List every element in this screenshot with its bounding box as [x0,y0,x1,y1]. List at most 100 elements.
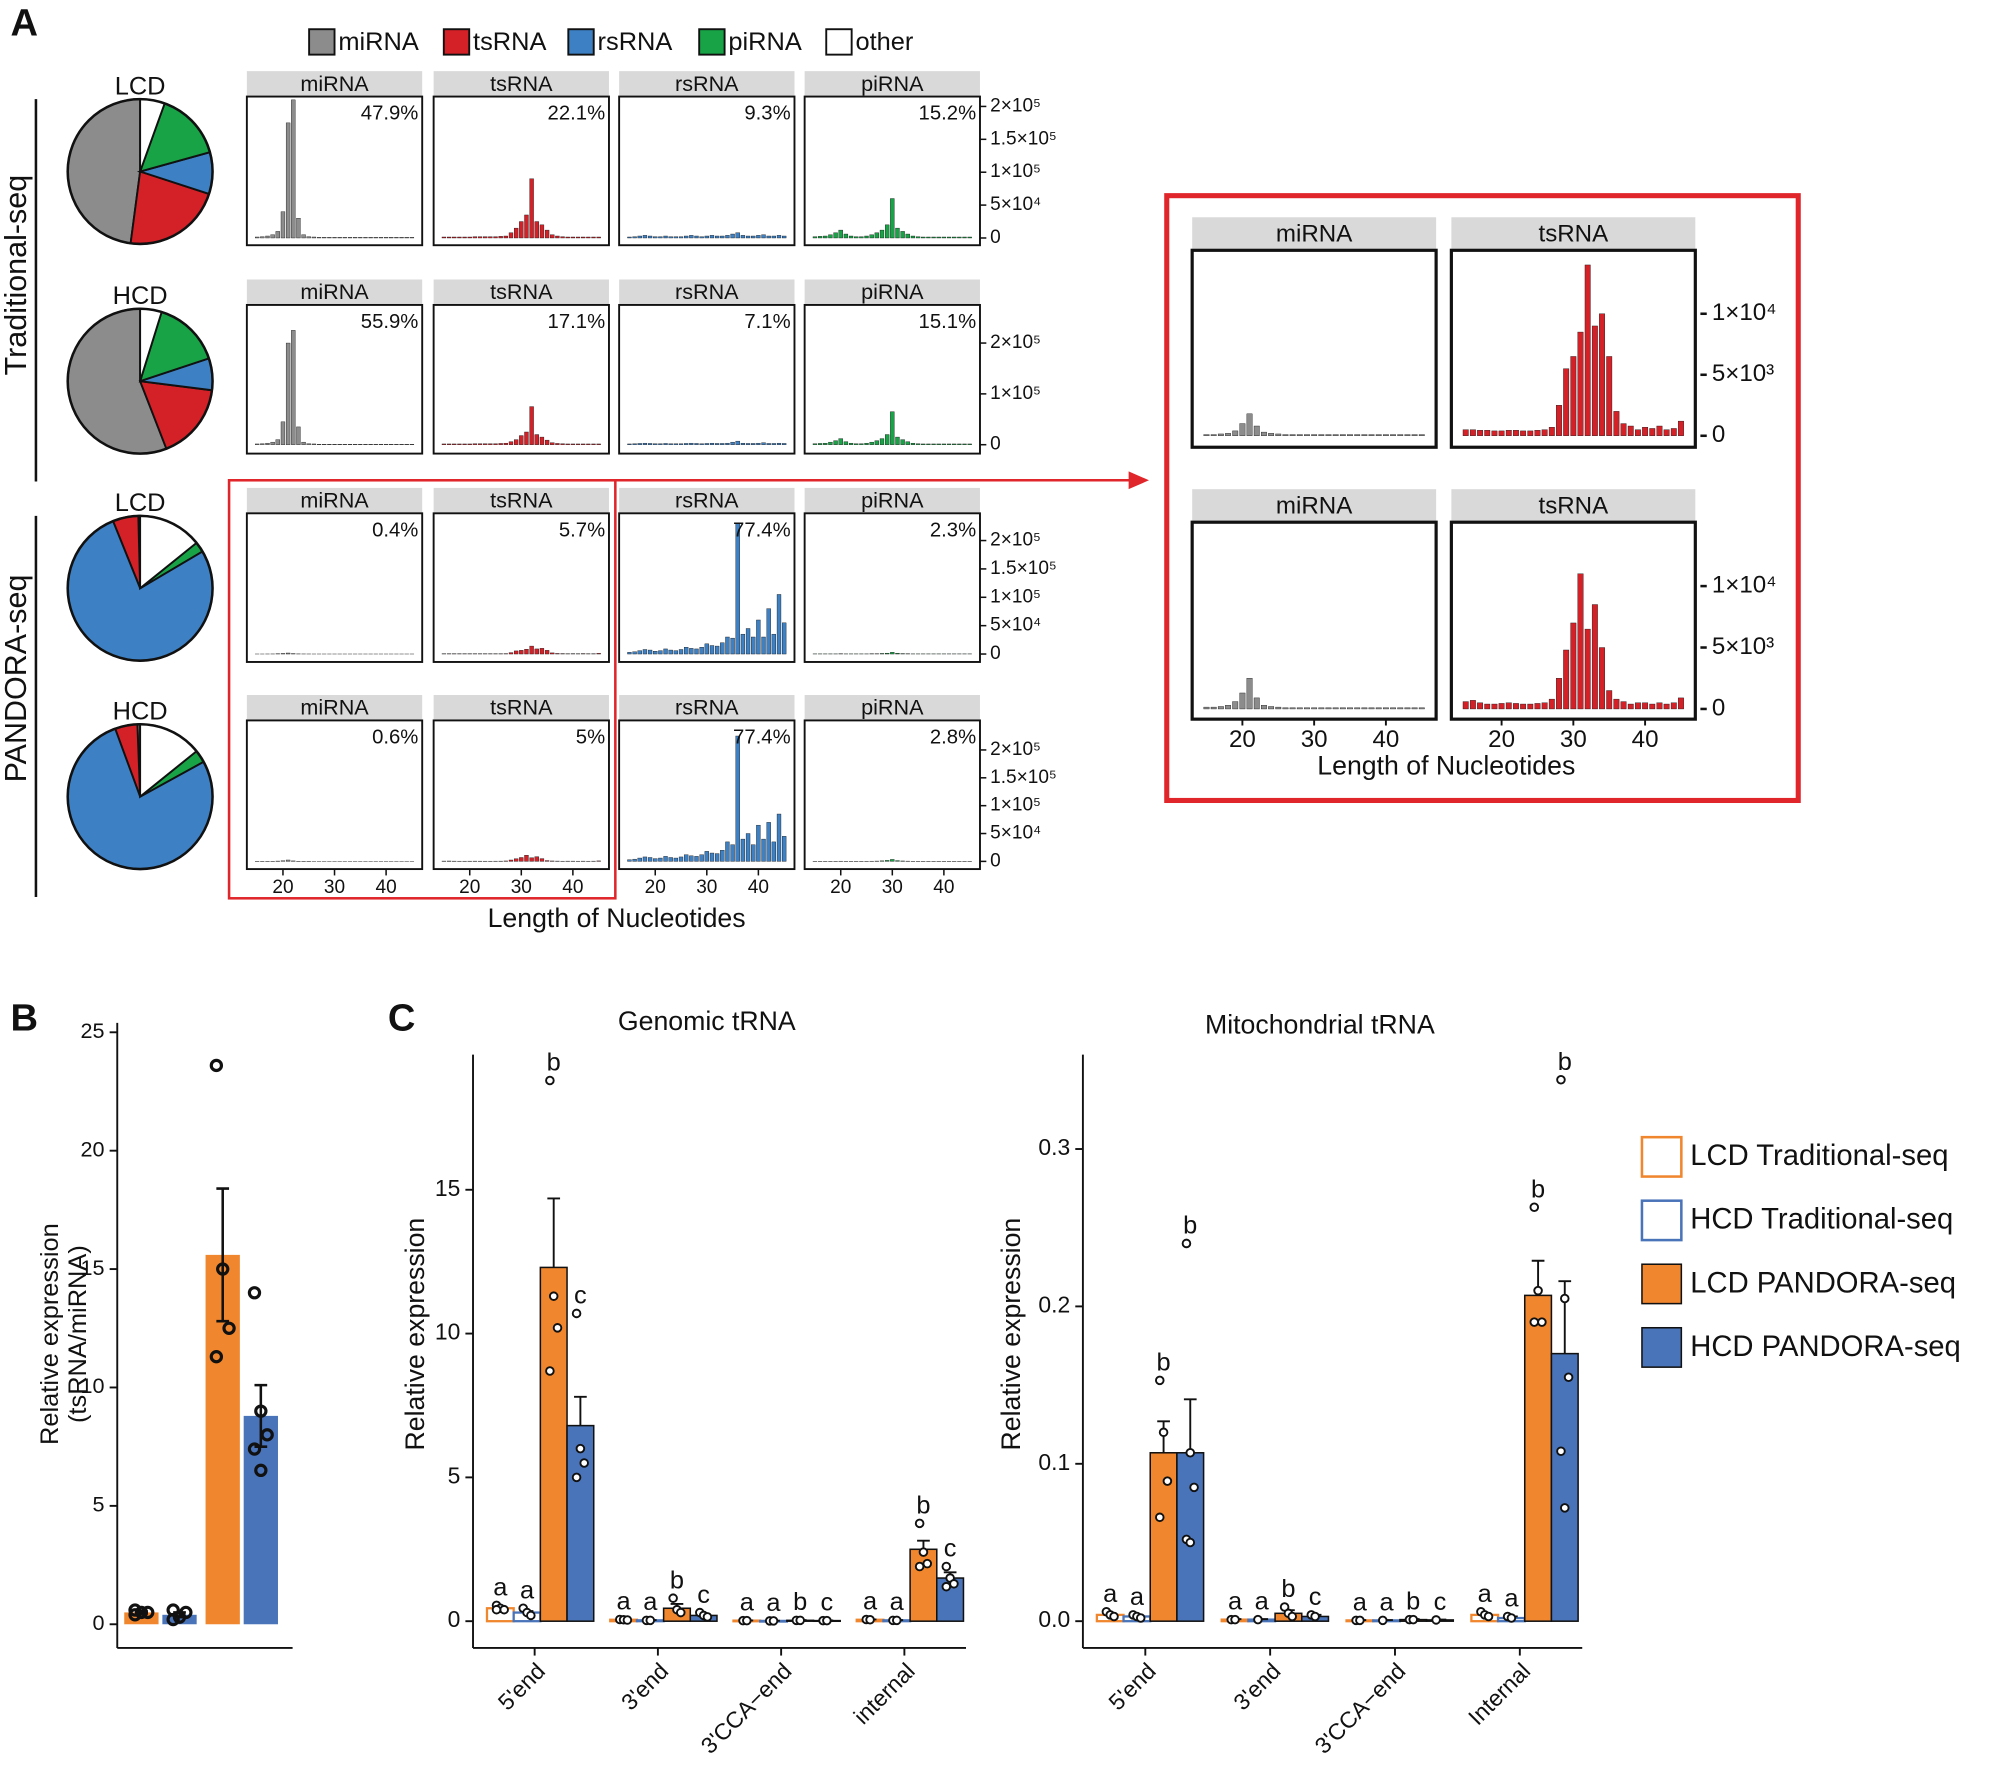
hist-bar [637,443,642,445]
data-point [1431,1615,1441,1625]
significance-letter: a [493,1574,508,1602]
hist-bar [1484,703,1491,710]
significance-letter: c [574,1282,587,1310]
hist-bar [544,860,550,862]
hist-bar [1289,707,1296,710]
x-tick-label: Internal [1463,1658,1535,1730]
hist-bar [275,439,280,445]
hist-bar [1239,692,1246,710]
highlight-box [227,479,617,900]
hist-bar [647,857,653,862]
x-tick-label: 5'end [493,1658,550,1715]
y-tick-label: 0 [990,434,1001,455]
hist-bar [1627,703,1634,710]
hist-bar [280,860,286,862]
x-tick-label: 20 [1229,726,1256,753]
hist-bar [1513,430,1519,436]
panel-title: Mitochondrial tRNA [1205,1010,1435,1040]
hist-bar [404,237,409,239]
hist-bar [678,856,684,862]
hist-bar [1347,707,1353,710]
data-point [545,1366,555,1376]
hist-bar [632,651,637,655]
y-tick-label: 1×10⁵ [990,383,1041,404]
hist-bar [280,211,286,239]
hist-bar [503,442,508,445]
hist-bar [327,237,332,239]
hist-bar [885,224,890,239]
hist-bar [534,221,539,239]
hist-bar [1411,434,1418,436]
hist-bar [508,859,514,862]
hist-bar [524,431,529,445]
significance-letter: b [916,1492,930,1520]
hist-bar [596,860,601,862]
hist-bar [544,229,550,239]
hist-bar [751,636,756,655]
hist-bar [647,443,653,445]
panel-letter: C [388,997,416,1039]
percent-label: 17.1% [548,311,606,333]
hist-bar [260,236,265,239]
hist-bar [1390,707,1396,710]
legend-swatch [308,28,336,56]
hist-bar [642,649,648,655]
hist-bar [1541,429,1548,436]
y-tick-label: 10 [435,1319,460,1345]
legend-swatch [442,28,471,56]
hist-bar [1477,430,1483,436]
hist-bar [678,649,684,655]
hist-bar [363,444,368,445]
hist-bar [285,859,291,862]
hist-bar [879,438,885,445]
hist-bar [776,442,782,445]
facet-title: piRNA [861,488,924,513]
hist-bar [1663,703,1670,710]
significance-letter: a [890,1588,905,1616]
hist-bar [854,443,859,445]
y-tick-label: 1×10⁴ [1712,299,1777,326]
hist-bar [658,443,663,445]
hist-bar [353,444,358,445]
x-tick-label: 30 [511,877,532,898]
hist-bar [472,236,478,239]
hist-bar [658,857,663,862]
hist-bar [513,650,519,655]
data-point [134,1605,149,1620]
significance-letter: b [1183,1212,1197,1240]
hist-bar [1591,604,1598,710]
hist-bar [663,235,668,239]
data-point [1529,1202,1540,1213]
hist-bar [745,833,751,862]
percent-label: 55.9% [361,311,419,333]
legend-swatch [825,28,853,56]
hist-bar [668,857,673,862]
y-tick-label: 1×10⁵ [990,161,1041,182]
data-point [1560,1293,1570,1304]
data-point [571,1472,582,1483]
hist-bar [735,735,740,862]
data-point [1533,1285,1543,1296]
hist-bar [921,236,926,239]
data-point [260,1428,274,1442]
hist-bar [560,236,565,239]
panel-frame [618,95,796,247]
hist-bar [1361,707,1368,710]
hist-bar [1261,431,1267,436]
hist-bar [311,443,317,445]
hist-bar [817,236,823,239]
hist-bar [488,443,493,445]
hist-bar [1404,707,1411,710]
y-tick-label: 1.5×10⁵ [990,128,1057,149]
data-point [141,1605,155,1620]
hist-bar [915,236,921,239]
hist-bar [596,443,601,445]
data-point [1158,1427,1169,1438]
facet-title: tsRNA [490,488,553,513]
percent-label: 2.8% [930,727,976,749]
facet-title: tsRNA [1538,220,1609,247]
hist-bar [709,852,715,862]
hist-bar [735,440,740,445]
hist-bar [1390,434,1396,436]
y-tick-label: 2×10⁵ [990,95,1041,116]
